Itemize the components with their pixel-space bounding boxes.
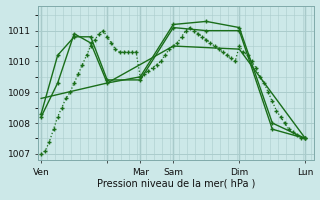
X-axis label: Pression niveau de la mer( hPa ): Pression niveau de la mer( hPa ) (97, 178, 255, 188)
